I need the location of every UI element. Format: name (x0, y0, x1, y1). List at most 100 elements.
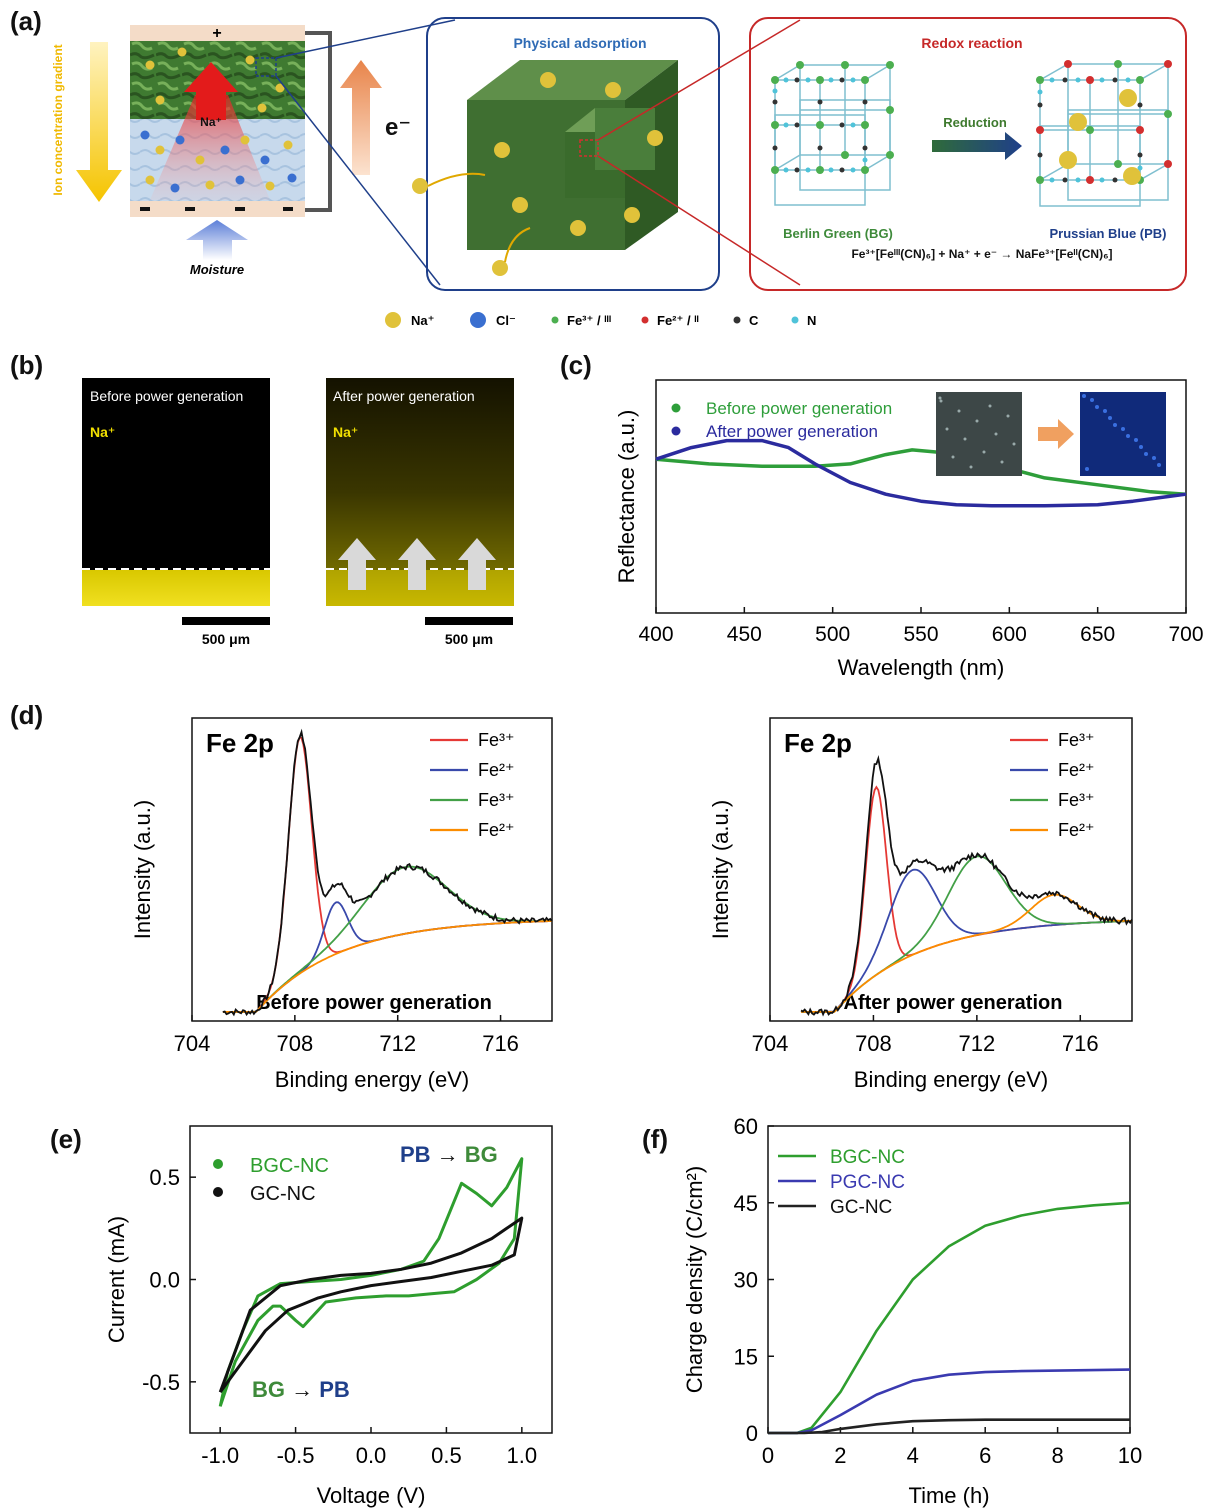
x-axis-label: Time (h) (908, 1483, 989, 1508)
chart-title: Fe 2p (784, 728, 852, 758)
x-tick-label: 0 (762, 1443, 774, 1468)
before-title: Before power generation (90, 388, 243, 404)
na-up-arrow (184, 62, 238, 120)
scale-bar-left (182, 617, 270, 625)
x-tick-label: 708 (855, 1031, 892, 1056)
x-axis-label: Voltage (V) (317, 1483, 426, 1508)
legend-label-1: Cl⁻ (496, 313, 516, 328)
plot-frame (189, 1125, 553, 1434)
x-tick-label: 1.0 (507, 1443, 538, 1468)
physical-adsorption-frame (426, 17, 720, 291)
annotation-pb-bg: PB → BG (400, 1142, 498, 1167)
legend-label-3: Fe²⁺ (1058, 820, 1095, 840)
series-line-2 (768, 1418, 1130, 1435)
legend-marker-3 (641, 316, 649, 324)
panel-a: (a) (0, 0, 1208, 345)
legend-marker-2 (551, 316, 559, 324)
annotation-bg-pb: BG → PB (252, 1377, 350, 1402)
reduction-label: Reduction (943, 115, 1007, 130)
series-line-0 (655, 448, 1187, 496)
after-ion: Na⁺ (333, 424, 358, 440)
x-tick-label: -1.0 (201, 1443, 239, 1468)
plot-frame (767, 1125, 1131, 1434)
series-line-0 (768, 1201, 1131, 1435)
y-tick-label: 30 (734, 1268, 758, 1293)
x-tick-label: 704 (174, 1031, 211, 1056)
y-axis-label: Current (mA) (104, 1216, 129, 1343)
y-tick-label: 0.5 (149, 1165, 180, 1190)
legend-label-1: After power generation (706, 422, 878, 441)
y-axis-label: Reflectance (a.u.) (614, 410, 639, 584)
panel-d: (d) 704 708 712 716 Binding energy (eV) Inten… (0, 700, 1208, 1100)
panel-b: (b) Before power generation Na⁺ 500 μm A… (0, 350, 560, 690)
redox-title: Redox reaction (921, 35, 1022, 51)
legend-label-4: C (749, 313, 759, 328)
panel-e-label: (e) (50, 1124, 82, 1154)
legend-label-1: GC-NC (250, 1183, 316, 1205)
legend-label-0: Before power generation (706, 399, 892, 418)
x-tick-label: 8 (1051, 1443, 1063, 1468)
x-tick-label: 450 (727, 623, 762, 646)
xps-after-chart: 704 708 712 716 Binding energy (eV) Intensity… (708, 717, 1133, 1092)
legend-marker-0 (213, 1159, 223, 1169)
inset-before-photo (936, 392, 1022, 476)
chart-title: Fe 2p (206, 728, 274, 758)
envelope-line (800, 754, 1133, 1017)
panel-f: (f) 0 2 4 6 8 10 0 15 30 45 60 Time (h) Charge densi… (580, 1110, 1208, 1508)
inset-after-photo (1080, 392, 1166, 476)
legend-label-0: BGC-NC (830, 1147, 905, 1168)
cv-loop-1 (218, 1216, 524, 1393)
panel-b-label: (b) (10, 350, 44, 380)
pb-lattice (1039, 63, 1169, 207)
x-tick-label: 0.0 (356, 1443, 387, 1468)
legend-label-2: Fe³⁺ / ᴵᴵᴵ (567, 313, 611, 328)
legend-label-2: GC-NC (830, 1197, 892, 1218)
x-tick-label: 708 (276, 1031, 313, 1056)
x-tick-label: 716 (482, 1031, 519, 1056)
panel-d-label: (d) (10, 700, 44, 730)
physical-adsorption-title: Physical adsorption (513, 35, 646, 51)
y-tick-label: 60 (734, 1114, 758, 1139)
legend-label-2: Fe³⁺ (478, 790, 515, 810)
legend-label-0: BGC-NC (250, 1155, 329, 1177)
y-axis-label: Intensity (a.u.) (130, 800, 155, 939)
after-title: After power generation (333, 388, 475, 404)
x-tick-label: 400 (638, 623, 673, 646)
legend-marker-5 (791, 316, 799, 324)
panel-c: (c) 400 450 500 550 600 650 700 Wavelength (nm)… (560, 350, 1208, 690)
x-tick-label: 600 (992, 623, 1027, 646)
reduction-arrow (932, 132, 1022, 160)
legend-marker-0 (385, 312, 401, 328)
ion-gradient-label: Ion concentration gradient (51, 44, 65, 195)
x-tick-label: 712 (958, 1031, 995, 1056)
envelope-line (222, 728, 553, 1017)
series-line-1 (768, 1368, 1131, 1435)
reaction-equation: Fe³⁺[Feᴵᴵᴵ(CN)₆] + Na⁺ + e⁻ → NaFe³⁺[Feᴵ… (851, 247, 1112, 261)
legend-marker-0 (671, 403, 681, 413)
bg-lattice (774, 64, 891, 206)
plot-frame (769, 717, 1133, 1022)
legend-marker-4 (733, 316, 741, 324)
ion-gradient-arrow (76, 42, 122, 202)
component-line-1 (801, 868, 1133, 1013)
y-axis-label: Intensity (a.u.) (708, 800, 733, 939)
panel-b-figure: Before power generation Na⁺ 500 μm After… (82, 378, 514, 647)
pb-atoms (1036, 60, 1172, 185)
panel-c-label: (c) (560, 350, 592, 380)
electron-arrow (340, 60, 382, 175)
x-tick-label: 704 (752, 1031, 789, 1056)
chart-annotation: After power generation (844, 992, 1063, 1014)
x-tick-label: 716 (1062, 1031, 1099, 1056)
cube-ions (412, 72, 663, 276)
legend-label-0: Na⁺ (411, 313, 434, 328)
x-tick-label: 700 (1168, 623, 1203, 646)
x-tick-label: 712 (379, 1031, 416, 1056)
x-tick-label: -0.5 (277, 1443, 315, 1468)
charge-density-chart: 0 2 4 6 8 10 0 15 30 45 60 Time (h) Charge density (… (682, 1114, 1142, 1508)
external-circuit (305, 31, 332, 212)
bg-name: Berlin Green (BG) (783, 226, 893, 241)
reflectance-chart: 400 450 500 550 600 650 700 Wavelength (nm) Refl… (614, 379, 1204, 680)
legend-label-1: PGC-NC (830, 1172, 905, 1193)
y-tick-label: 15 (734, 1344, 758, 1369)
